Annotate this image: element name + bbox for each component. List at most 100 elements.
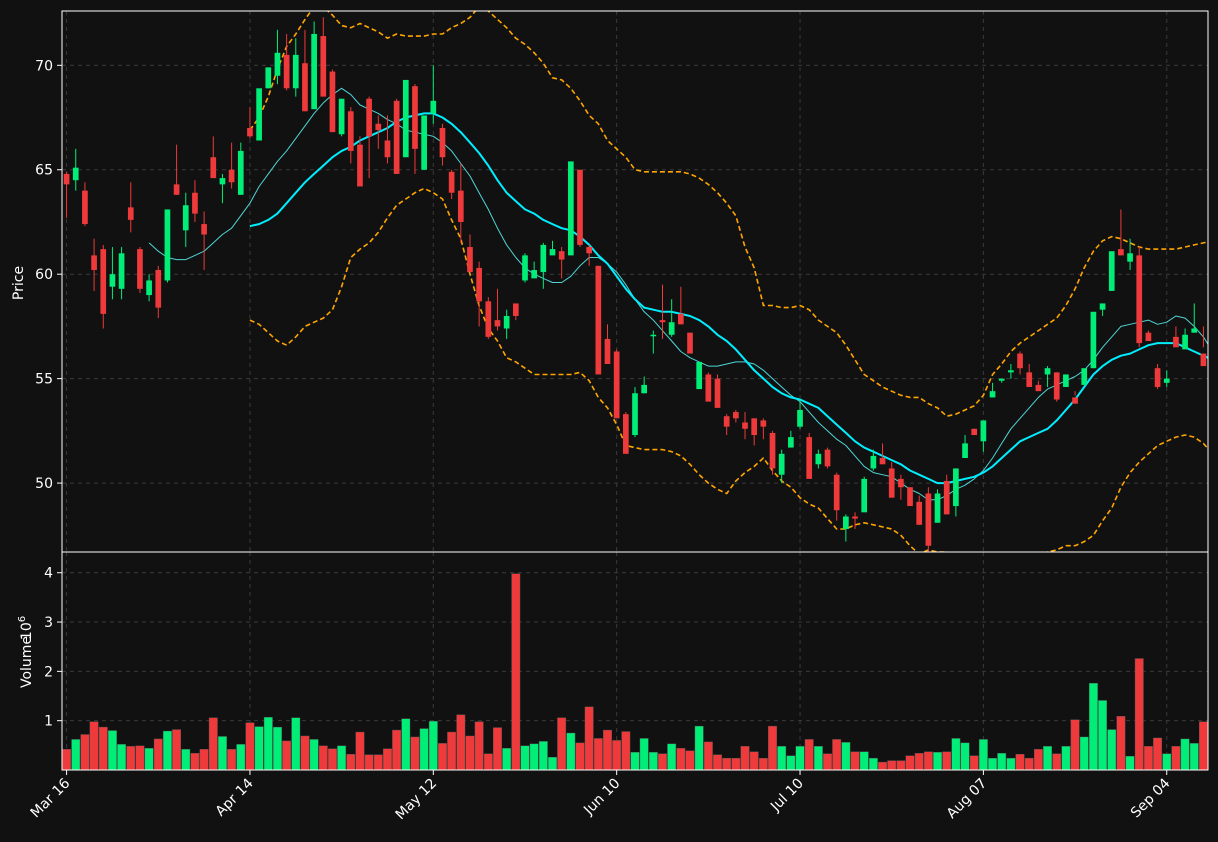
volume-bar [740,746,750,770]
volume-bar [346,754,356,770]
candle-body [953,468,959,507]
candle-body [164,209,171,281]
candle-body [797,409,803,427]
candle-body [100,249,107,314]
candle-body [586,247,593,254]
volume-bar [612,740,622,770]
candle-body [788,437,794,448]
candle-body [338,98,345,135]
volume-bar [777,746,787,770]
volume-axis-ticks: 1 2 3 4 [44,566,62,730]
candle-body [806,437,813,479]
volume-bar [933,752,942,770]
candle-body [604,338,611,365]
volume-bar [786,755,796,770]
candle-body [219,178,226,185]
volume-bar [108,730,117,770]
volume-bar [1015,754,1025,770]
candle-body [668,322,675,335]
candle-body [118,253,125,289]
candle-body [1053,372,1060,400]
candle-body [91,255,97,271]
candle-body [549,249,556,256]
volume-bar [419,728,429,770]
candle-body [292,54,299,89]
candle-body [393,100,400,174]
candle-body [192,192,198,214]
volume-bar [703,741,713,770]
volume-bar [483,753,493,770]
candle-body [467,247,473,273]
candle-body [503,315,510,329]
candle-body [329,71,336,133]
volume-bar [905,755,915,770]
candle-body [833,474,840,511]
candle-body [879,458,886,465]
candle-body [852,516,858,519]
candle-body [228,169,235,183]
bollinger-upper-line [249,11,1208,417]
volume-bar [969,755,979,770]
volume-bar [1006,757,1016,770]
volume-panel-frame [61,551,1209,771]
volume-bar [960,742,970,770]
candle-body [347,111,354,151]
volume-bar [639,738,649,770]
volume-bar [722,757,732,770]
volume-bar [667,743,677,770]
candle-body [1136,255,1143,344]
volume-tick-label: 2 [44,664,53,680]
candle-body [512,303,519,316]
candle-body [760,420,767,427]
candle-body [870,455,877,469]
candle-body [476,267,482,302]
volume-bar [493,727,502,770]
volume-bar [1079,736,1089,770]
candle-body [613,351,620,419]
volume-bar [804,739,814,770]
candle-body [577,169,583,245]
volume-bar [117,744,127,770]
candle-body [1081,368,1088,385]
candle-body [815,453,822,465]
candle-body [109,274,116,287]
volume-bar [749,751,759,770]
volume-bar [630,752,640,770]
candle-body [457,190,464,222]
panel-frames [61,10,1209,771]
volume-bar [1134,658,1144,770]
candle-body [265,67,272,89]
volume-bar [135,745,145,770]
volume-bar [89,721,99,770]
volume-bar [438,743,447,770]
candle-body [302,63,308,112]
price-axis-ticks: 50 55 60 65 70 [35,58,62,492]
volume-bar [71,739,81,770]
volume-bar [153,738,163,770]
candle-body [82,190,88,225]
volume-bar [713,754,722,770]
candle-body [567,161,574,256]
candle-body [705,374,712,402]
candle-body [430,100,437,114]
candle-body [1108,251,1115,291]
volume-bar [502,748,512,770]
candle-body [439,127,446,158]
candle-body [375,123,382,131]
candle-body [907,487,913,507]
candle-body [723,416,730,427]
price-tick-label: 55 [35,372,53,388]
volume-bar [859,751,869,770]
candle-body [558,251,565,260]
volume-bar [850,751,860,770]
volume-bar [978,739,988,770]
volume-axis-label: Volume [19,636,35,688]
volume-bar [263,717,273,770]
volume-bar [245,722,255,770]
candle-body [421,115,427,170]
candle-body [1063,374,1069,387]
volume-bar [401,718,411,770]
candle-body [1044,368,1051,375]
candle-body [641,384,648,394]
